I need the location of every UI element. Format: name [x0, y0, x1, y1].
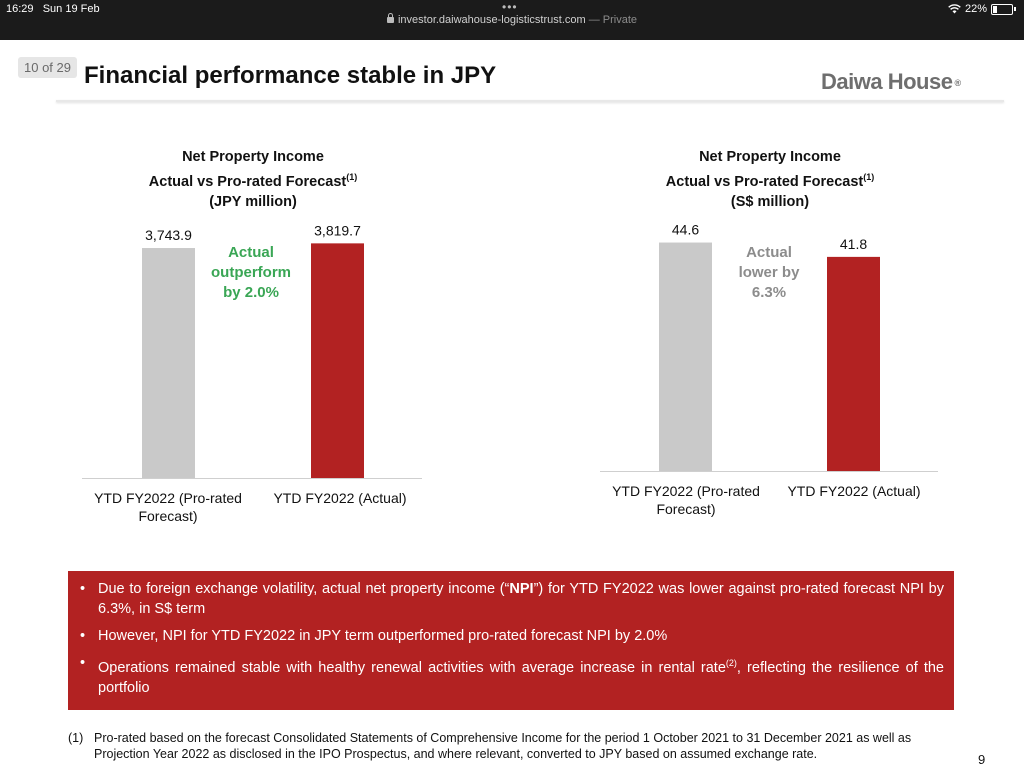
- bullet-jpy-outperform: However, NPI for YTD FY2022 in JPY term …: [80, 626, 944, 646]
- chart-jpy-xlabel-actual: YTD FY2022 (Actual): [273, 490, 407, 506]
- url-text: investor.daiwahouse-logisticstrust.com: [397, 14, 586, 26]
- chart-sgd-xlabel-forecast: YTD FY2022 (Pro-rated Forecast): [612, 483, 760, 517]
- chart-sgd-value-label-actual: 41.8: [840, 236, 867, 252]
- chart-jpy-value-label-actual: 3,819.7: [314, 222, 361, 238]
- url-bar[interactable]: investor.daiwahouse-logisticstrust.com —…: [0, 13, 1024, 36]
- chart-sgd-xlabel-actual: YTD FY2022 (Actual): [787, 483, 921, 499]
- footnote: (1) Pro-rated based on the forecast Cons…: [68, 731, 912, 761]
- chart-jpy-value-label-forecast: 3,743.9: [145, 227, 192, 243]
- chart-jpy-xlabel-forecast: YTD FY2022 (Pro-rated Forecast): [94, 490, 242, 524]
- page-indicator: 10 of 29: [18, 57, 77, 78]
- status-time: 16:29 Sun 19 Feb: [6, 3, 100, 15]
- chart-sgd-bar-forecast: [659, 242, 712, 471]
- battery-percent: 22%: [964, 3, 987, 15]
- chart-sgd-annotation: Actual lower by 6.3%: [738, 244, 800, 301]
- chart-sgd-title: Net Property Income Actual vs Pro-rated …: [665, 149, 875, 210]
- chart-sgd-value-label-forecast: 44.6: [672, 222, 699, 238]
- status-date: Sun 19 Feb: [42, 3, 100, 15]
- chart-jpy-bar-forecast: [142, 248, 195, 478]
- key-points-box: Due to foreign exchange volatility, actu…: [68, 571, 954, 710]
- bullet-operations-stable: Operations remained stable with healthy …: [80, 653, 944, 698]
- chart-jpy-bar-actual: [311, 243, 364, 478]
- slide: 10 of 29 Financial performance stable in…: [0, 40, 1024, 768]
- wifi-icon: [948, 4, 961, 14]
- private-label: — Private: [588, 14, 638, 26]
- battery-icon: [991, 3, 1013, 15]
- chart-jpy-title: Net Property Income Actual vs Pro-rated …: [148, 149, 358, 210]
- lock-icon: [386, 13, 394, 24]
- status-bar: 16:29 Sun 19 Feb ••• 22%: [0, 0, 1024, 20]
- title-divider: [56, 100, 1004, 102]
- slide-title: Financial performance stable in JPY: [84, 62, 497, 89]
- tab-overview-dots-icon[interactable]: •••: [502, 0, 518, 14]
- chart-jpy: 3,743.9 3,819.7: [82, 222, 422, 479]
- daiwa-house-logo: Daiwa House ®: [821, 69, 961, 94]
- bullet-fx-volatility: Due to foreign exchange volatility, actu…: [80, 579, 944, 619]
- chart-jpy-annotation: Actual outperform by 2.0%: [211, 244, 291, 301]
- chart-sgd: 44.6 41.8: [600, 222, 938, 472]
- chart-sgd-bar-actual: [827, 256, 880, 471]
- slide-number: 9: [978, 752, 986, 767]
